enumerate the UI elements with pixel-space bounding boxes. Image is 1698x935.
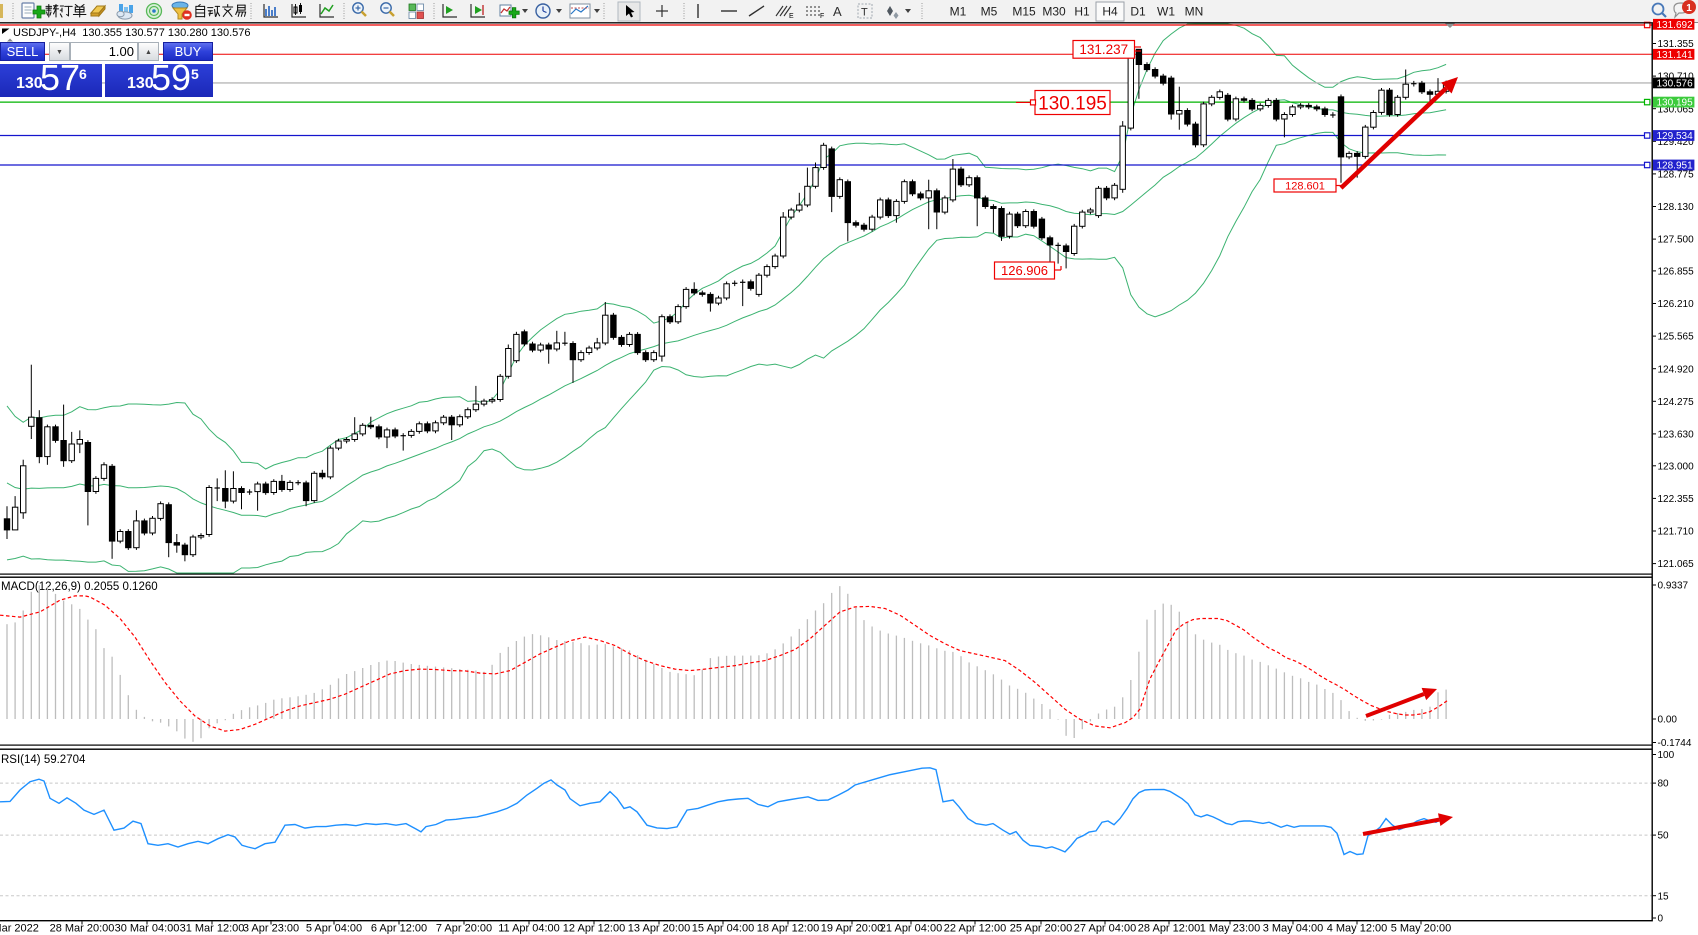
svg-text:129.534: 129.534 bbox=[1657, 131, 1694, 142]
svg-text:E: E bbox=[789, 13, 794, 20]
svg-text:127.500: 127.500 bbox=[1658, 235, 1695, 246]
svg-text:H1: H1 bbox=[1074, 5, 1090, 19]
svg-text:130.576: 130.576 bbox=[1657, 79, 1694, 90]
svg-text:126.855: 126.855 bbox=[1658, 267, 1695, 278]
svg-text:5 May 20:00: 5 May 20:00 bbox=[1391, 923, 1452, 935]
svg-text:129.420: 129.420 bbox=[1658, 137, 1695, 148]
svg-text:25 Mar 2022: 25 Mar 2022 bbox=[0, 923, 39, 935]
svg-text:131.237: 131.237 bbox=[1079, 42, 1128, 57]
svg-text:13 Apr 20:00: 13 Apr 20:00 bbox=[628, 923, 690, 935]
svg-text:21 Apr 04:00: 21 Apr 04:00 bbox=[880, 923, 942, 935]
svg-text:M5: M5 bbox=[981, 5, 998, 19]
svg-text:0.00: 0.00 bbox=[1658, 715, 1678, 726]
svg-text:124.920: 124.920 bbox=[1658, 364, 1695, 375]
svg-text:M1: M1 bbox=[950, 5, 967, 19]
svg-text:12 Apr 12:00: 12 Apr 12:00 bbox=[563, 923, 625, 935]
svg-text:28 Apr 12:00: 28 Apr 12:00 bbox=[1138, 923, 1200, 935]
svg-text:130.710: 130.710 bbox=[1658, 72, 1695, 83]
svg-text:50: 50 bbox=[1658, 831, 1670, 842]
svg-text:131.141: 131.141 bbox=[1657, 50, 1694, 61]
svg-text:15 Apr 04:00: 15 Apr 04:00 bbox=[692, 923, 754, 935]
svg-text:123.000: 123.000 bbox=[1658, 461, 1695, 472]
svg-text:MACD(12,26,9) 0.2055 0.1260: MACD(12,26,9) 0.2055 0.1260 bbox=[1, 581, 158, 593]
svg-text:27 Apr 04:00: 27 Apr 04:00 bbox=[1074, 923, 1136, 935]
svg-text:128.775: 128.775 bbox=[1658, 170, 1695, 181]
svg-text:130.195: 130.195 bbox=[1038, 93, 1107, 114]
svg-text:131.692: 131.692 bbox=[1657, 20, 1694, 31]
svg-text:80: 80 bbox=[1658, 779, 1670, 790]
svg-text:128.951: 128.951 bbox=[1657, 161, 1694, 172]
svg-text:H4: H4 bbox=[1102, 5, 1118, 19]
svg-text:M15: M15 bbox=[1012, 5, 1036, 19]
svg-text:131.355: 131.355 bbox=[1658, 39, 1695, 50]
svg-text:130.195: 130.195 bbox=[1657, 98, 1694, 109]
svg-text:130.065: 130.065 bbox=[1658, 104, 1695, 115]
svg-text:121.065: 121.065 bbox=[1658, 559, 1695, 570]
svg-text:D1: D1 bbox=[1130, 5, 1146, 19]
svg-text:4 May 12:00: 4 May 12:00 bbox=[1327, 923, 1388, 935]
svg-text:6 Apr 12:00: 6 Apr 12:00 bbox=[371, 923, 427, 935]
svg-text:25 Apr 20:00: 25 Apr 20:00 bbox=[1010, 923, 1072, 935]
svg-text:123.630: 123.630 bbox=[1658, 430, 1695, 441]
svg-text:15: 15 bbox=[1658, 891, 1670, 902]
svg-text:A: A bbox=[833, 4, 842, 19]
svg-text:28 Mar 20:00: 28 Mar 20:00 bbox=[50, 923, 115, 935]
svg-text:18 Apr 12:00: 18 Apr 12:00 bbox=[757, 923, 819, 935]
svg-text:126.906: 126.906 bbox=[1001, 263, 1048, 278]
svg-text:124.275: 124.275 bbox=[1658, 397, 1695, 408]
svg-text:MN: MN bbox=[1185, 5, 1204, 19]
svg-text:30 Mar 04:00: 30 Mar 04:00 bbox=[115, 923, 180, 935]
svg-text:128.130: 128.130 bbox=[1658, 202, 1695, 213]
svg-text:0: 0 bbox=[1658, 914, 1664, 925]
svg-text:T: T bbox=[861, 7, 868, 19]
svg-text:0.9337: 0.9337 bbox=[1658, 581, 1689, 592]
svg-text:M30: M30 bbox=[1042, 5, 1066, 19]
svg-text:19 Apr 20:00: 19 Apr 20:00 bbox=[821, 923, 883, 935]
svg-text:7 Apr 20:00: 7 Apr 20:00 bbox=[436, 923, 492, 935]
svg-text:31 Mar 12:00: 31 Mar 12:00 bbox=[180, 923, 245, 935]
svg-text:122.355: 122.355 bbox=[1658, 494, 1695, 505]
svg-text:125.565: 125.565 bbox=[1658, 332, 1695, 343]
svg-text:3 Apr 23:00: 3 Apr 23:00 bbox=[243, 923, 299, 935]
svg-text:22 Apr 12:00: 22 Apr 12:00 bbox=[944, 923, 1006, 935]
svg-text:W1: W1 bbox=[1157, 5, 1175, 19]
svg-text:100: 100 bbox=[1658, 750, 1675, 761]
svg-text:11 Apr 04:00: 11 Apr 04:00 bbox=[498, 923, 560, 935]
svg-text:RSI(14) 59.2704: RSI(14) 59.2704 bbox=[1, 754, 86, 766]
svg-text:3 May 04:00: 3 May 04:00 bbox=[1263, 923, 1324, 935]
svg-text:1: 1 bbox=[1686, 3, 1692, 14]
svg-text:126.210: 126.210 bbox=[1658, 299, 1695, 310]
svg-text:128.601: 128.601 bbox=[1285, 181, 1325, 193]
svg-text:121.710: 121.710 bbox=[1658, 527, 1695, 538]
svg-text:-0.1744: -0.1744 bbox=[1658, 738, 1692, 749]
svg-text:F: F bbox=[820, 13, 824, 20]
svg-text:1 May 23:00: 1 May 23:00 bbox=[1200, 923, 1261, 935]
svg-text:5 Apr 04:00: 5 Apr 04:00 bbox=[306, 923, 362, 935]
svg-text:USDJPY-,H4 130.355 130.577 13: USDJPY-,H4 130.355 130.577 130.280 130.5… bbox=[13, 27, 251, 39]
